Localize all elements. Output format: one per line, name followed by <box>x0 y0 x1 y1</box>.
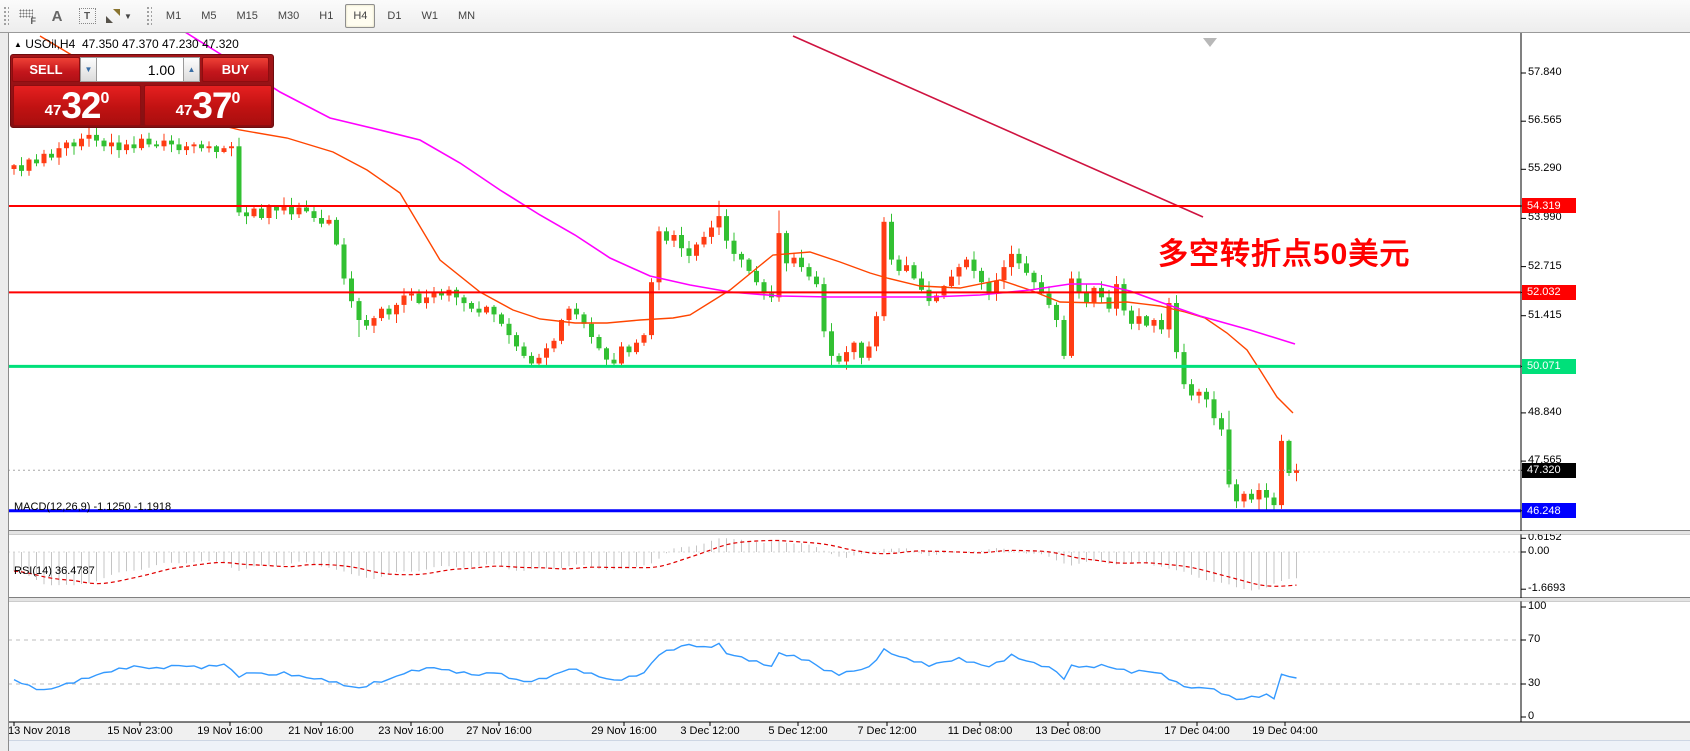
bid-pip-digit: 0 <box>100 90 110 107</box>
symbol-arrow-icon: ▲ <box>14 40 22 49</box>
letter-a-icon: A <box>51 7 63 25</box>
ask-pip-digit: 0 <box>231 90 241 107</box>
time-axis-label: 7 Dec 12:00 <box>857 725 917 737</box>
macd-axis-label: 0.6152 <box>1528 531 1562 544</box>
grid-f-icon: F <box>19 8 36 26</box>
label-tool-icon[interactable]: A <box>44 3 70 29</box>
buy-button[interactable]: BUY <box>202 57 269 82</box>
volume-down-button[interactable]: ▼ <box>80 57 97 82</box>
chart-shift-marker-icon[interactable] <box>1203 38 1217 47</box>
ask-prefix: 47 <box>175 102 193 119</box>
time-axis-label: 17 Dec 04:00 <box>1164 725 1230 737</box>
time-axis-label: 27 Nov 16:00 <box>466 725 532 737</box>
price-level-badge: 47.320 <box>1522 462 1576 478</box>
volume-input[interactable]: 1.00 <box>97 57 183 82</box>
time-axis-label: 19 Nov 16:00 <box>197 725 263 737</box>
timeframe-group: M1 M5 M15 M30 H1 H4 D1 W1 MN <box>156 4 485 28</box>
price-axis-label: 51.415 <box>1528 308 1562 321</box>
price-level-badge: 54.319 <box>1522 198 1576 214</box>
chart-title: ▲ USOil,H4 47.350 47.370 47.230 47.320 <box>14 37 239 51</box>
rsi-axis-label: 100 <box>1528 600 1547 612</box>
price-level-badge: 52.032 <box>1522 284 1576 300</box>
price-axis-label: 52.715 <box>1528 259 1562 272</box>
timeframe-button-m30[interactable]: M30 <box>277 10 300 22</box>
timeframe-button-h1[interactable]: H1 <box>319 10 334 22</box>
time-axis-label: 3 Dec 12:00 <box>680 725 740 737</box>
toolbar-grip[interactable] <box>2 5 9 27</box>
arrow-objects-button[interactable]: ▼ <box>104 3 133 29</box>
price-axis-label: 55.290 <box>1528 162 1562 175</box>
price-level-badge: 50.071 <box>1522 358 1576 374</box>
time-axis-label: 21 Nov 16:00 <box>288 725 354 737</box>
macd-label: MACD(12,26,9) -1.1250 -1.1918 <box>14 501 172 513</box>
price-axis-label: 57.840 <box>1528 66 1562 78</box>
macd-axis-label: 0.00 <box>1528 545 1550 557</box>
time-axis[interactable]: 13 Nov 2018 15 Nov 23:00 19 Nov 16:00 21 No… <box>8 722 1521 740</box>
panel-separator[interactable] <box>0 598 1690 601</box>
ask-price-display[interactable]: 47 37 0 <box>144 85 272 126</box>
toolbar-separator <box>144 5 152 27</box>
toolbar: F A T ▼ M1 M5 M15 M30 H1 H4 D1 W1 MN <box>0 0 1690 33</box>
time-axis-label: 15 Nov 23:00 <box>107 725 173 737</box>
time-axis-label: 5 Dec 12:00 <box>768 725 828 737</box>
chart-annotation-text: 多空转折点50美元 <box>1158 238 1411 271</box>
time-axis-label: 13 Nov 2018 <box>8 725 71 737</box>
price-axis[interactable]: 57.840 56.565 55.290 53.990 52.715 51.415 48.8… <box>1521 32 1690 722</box>
indicator-template-icon[interactable]: F <box>14 3 40 29</box>
rsi-axis-label: 30 <box>1528 677 1541 689</box>
timeframe-button-m1[interactable]: M1 <box>165 10 182 22</box>
timeframe-button-m5[interactable]: M5 <box>201 10 217 22</box>
ask-big-digits: 37 <box>192 85 232 126</box>
macd-axis-label: -1.6693 <box>1528 582 1566 595</box>
arrows-icon <box>105 9 121 23</box>
time-axis-label: 19 Dec 04:00 <box>1252 725 1318 737</box>
price-level-badge: 46.248 <box>1522 503 1576 519</box>
rsi-label: RSI(14) 36.4787 <box>14 565 95 577</box>
status-strip <box>0 740 1690 751</box>
ohlc-values: 47.350 47.370 47.230 47.320 <box>81 37 239 51</box>
panel-separator[interactable] <box>0 531 1690 534</box>
timeframe-button-h4[interactable]: H4 <box>345 4 376 28</box>
time-axis-label: 23 Nov 16:00 <box>378 725 444 737</box>
text-tool-icon[interactable]: T <box>74 3 100 29</box>
bid-prefix: 47 <box>44 102 62 119</box>
price-axis-label: 48.840 <box>1528 405 1562 418</box>
volume-up-button[interactable]: ▲ <box>183 57 200 82</box>
bid-big-digits: 32 <box>61 85 101 126</box>
time-axis-label: 29 Nov 16:00 <box>591 725 657 737</box>
one-click-trading-panel: SELL ▼ 1.00 ▲ BUY 47 32 0 47 37 0 <box>10 54 274 128</box>
timeframe-button-w1[interactable]: W1 <box>421 10 438 22</box>
timeframe-button-mn[interactable]: MN <box>457 10 476 22</box>
rsi-axis-label: 0 <box>1528 710 1535 722</box>
time-axis-label: 13 Dec 08:00 <box>1035 725 1101 737</box>
price-axis-label: 53.990 <box>1528 211 1562 224</box>
timeframe-button-d1[interactable]: D1 <box>387 10 402 22</box>
rsi-axis-label: 70 <box>1528 633 1541 645</box>
letter-t-icon: T <box>78 8 96 24</box>
price-axis-label: 56.565 <box>1528 114 1562 127</box>
bid-price-display[interactable]: 47 32 0 <box>13 85 141 126</box>
sell-button[interactable]: SELL <box>12 57 80 82</box>
chevron-down-icon: ▼ <box>124 11 132 21</box>
window-left-frame <box>0 32 9 751</box>
symbol-timeframe: USOil,H4 <box>25 37 76 51</box>
time-axis-label: 11 Dec 08:00 <box>947 725 1013 737</box>
timeframe-button-m15[interactable]: M15 <box>236 10 258 22</box>
